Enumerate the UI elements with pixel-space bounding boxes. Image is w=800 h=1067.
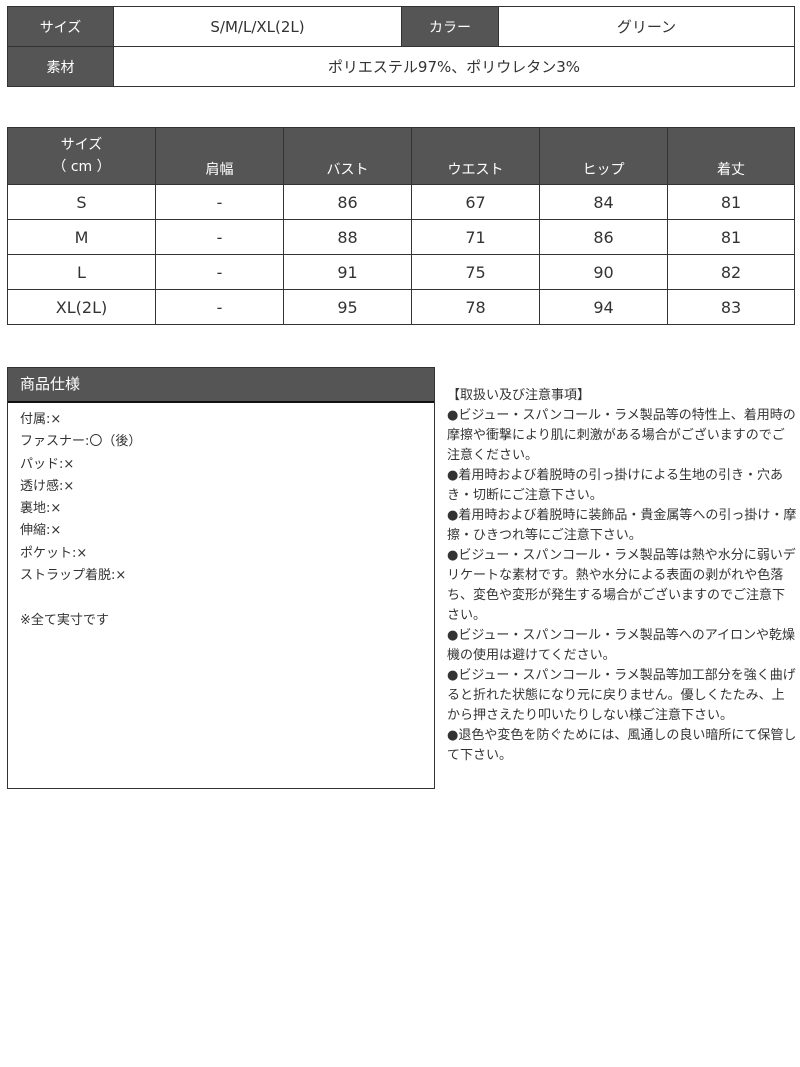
measurement-cell: 81 <box>667 184 795 220</box>
spec-item: 付属:× <box>20 412 62 427</box>
spec-item: ポケット:× <box>20 545 88 561</box>
measurement-cell: 82 <box>667 254 795 290</box>
column-header: 着丈 <box>667 127 795 185</box>
size-row: M -88 71 86 81 <box>7 219 795 255</box>
spacer <box>20 587 422 609</box>
size-cell: XL(2L) <box>7 289 156 325</box>
care-notes: 【取扱い及び注意事項】 ●ビジュー・スパンコール・ラメ製品等の特性上、着用時の摩… <box>447 386 797 766</box>
care-note-item: ●着用時および着脱時に装飾品・貴金属等への引っ掛け・摩擦・ひきつれ等にご注意下さ… <box>447 508 797 543</box>
size-corner-header: サイズ （ cm ） <box>7 127 156 185</box>
product-spec-title: 商品仕様 <box>8 368 434 403</box>
size-cell: L <box>7 254 156 290</box>
size-label: サイズ <box>7 6 114 47</box>
color-value: グリーン <box>498 6 795 47</box>
measurement-cell: - <box>155 254 284 290</box>
care-note-item: ●ビジュー・スパンコール・ラメ製品等へのアイロンや乾燥機の使用は避けてください。 <box>447 628 796 663</box>
size-table: サイズ （ cm ） 肩幅 バスト ウエスト ヒップ 着丈 S -86 67 84 81… <box>7 127 795 325</box>
measurement-cell: 67 <box>411 184 540 220</box>
care-notes-title: 【取扱い及び注意事項】 <box>447 388 591 403</box>
measurement-cell: - <box>155 289 284 325</box>
measurement-cell: 91 <box>283 254 412 290</box>
care-note-item: ●ビジュー・スパンコール・ラメ製品等加工部分を強く曲げると折れた状態になり元に戻… <box>447 668 796 723</box>
measurement-cell: 84 <box>539 184 668 220</box>
spec-item: 裏地:× <box>20 501 62 517</box>
size-corner-line1: サイズ <box>60 137 103 153</box>
measurement-cell: 83 <box>667 289 795 325</box>
size-table-header: サイズ （ cm ） 肩幅 バスト ウエスト ヒップ 着丈 <box>7 127 795 185</box>
color-label: カラー <box>401 6 499 47</box>
measurement-cell: 78 <box>411 289 540 325</box>
product-spec-box: 商品仕様 付属:× ファスナー:〇（後） パッド:× 透け感:× 裏地:× 伸縮:× ポケッ… <box>7 367 435 789</box>
measurement-cell: 81 <box>667 219 795 255</box>
spec-item: ファスナー:〇（後） <box>20 434 142 450</box>
overview-table: サイズ S/M/L/XL(2L) カラー グリーン 素材 ポリエステル97%、ポ… <box>7 6 795 87</box>
spec-item: 伸縮:× <box>20 523 62 539</box>
spec-item: 透け感:× <box>20 478 75 494</box>
care-note-item: ●退色や変色を防ぐためには、風通しの良い暗所にて保管して下さい。 <box>447 728 797 763</box>
column-header: ヒップ <box>539 127 668 185</box>
size-value: S/M/L/XL(2L) <box>113 6 402 47</box>
measurement-cell: - <box>155 219 284 255</box>
measurement-cell: 75 <box>411 254 540 290</box>
measurement-cell: 86 <box>539 219 668 255</box>
size-corner-line2: （ cm ） <box>52 159 111 175</box>
column-header: バスト <box>283 127 412 185</box>
column-header: ウエスト <box>411 127 540 185</box>
measurement-cell: 95 <box>283 289 412 325</box>
care-note-item: ●ビジュー・スパンコール・ラメ製品等は熱や水分に弱いデリケートな素材です。熱や水… <box>447 548 796 623</box>
measurement-cell: 71 <box>411 219 540 255</box>
material-value: ポリエステル97%、ポリウレタン3% <box>113 46 795 87</box>
measurement-cell: 94 <box>539 289 668 325</box>
measurement-cell: 86 <box>283 184 412 220</box>
size-cell: S <box>7 184 156 220</box>
measurement-cell: 88 <box>283 219 412 255</box>
spec-item: パッド:× <box>20 456 75 472</box>
material-label: 素材 <box>7 46 114 87</box>
size-row: L -91 75 90 82 <box>7 254 795 290</box>
size-row: S -86 67 84 81 <box>7 184 795 220</box>
column-header: 肩幅 <box>155 127 284 185</box>
size-cell: M <box>7 219 156 255</box>
measurement-cell: - <box>155 184 284 220</box>
spec-note: ※全て実寸です <box>20 612 109 628</box>
spec-item: ストラップ着脱:× <box>20 568 127 584</box>
measurement-cell: 90 <box>539 254 668 290</box>
product-spec-list: 付属:× ファスナー:〇（後） パッド:× 透け感:× 裏地:× 伸縮:× ポケット:× スト… <box>8 403 434 638</box>
care-note-item: ●着用時および着脱時の引っ掛けによる生地の引き・穴あき・切断にご注意下さい。 <box>447 468 783 503</box>
care-note-item: ●ビジュー・スパンコール・ラメ製品等の特性上、着用時の摩擦や衝撃により肌に刺激が… <box>447 408 796 463</box>
size-row: XL(2L) -95 78 94 83 <box>7 289 795 325</box>
